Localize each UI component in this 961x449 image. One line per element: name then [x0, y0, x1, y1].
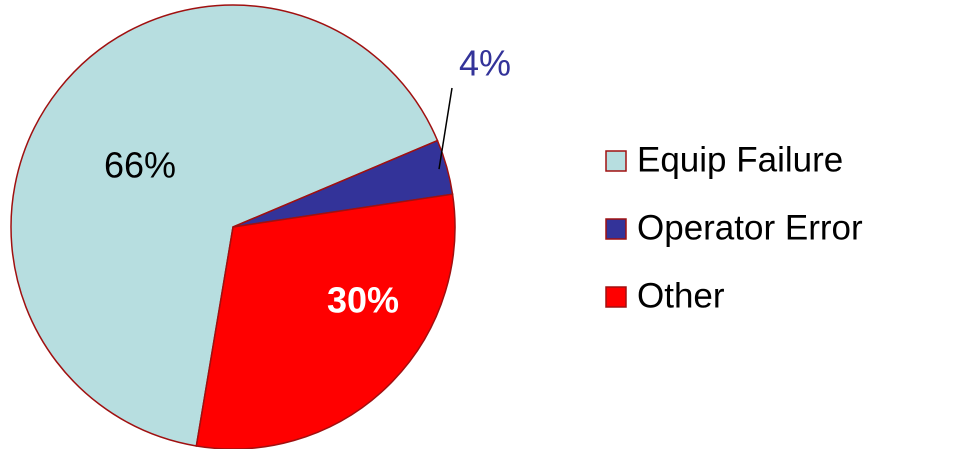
legend-swatch: [605, 150, 627, 172]
legend-label: Equip Failure: [637, 140, 843, 179]
legend-swatch: [605, 286, 627, 308]
legend-label: Other: [637, 276, 725, 315]
leader-line: [438, 87, 453, 170]
pie-slice: [10, 4, 439, 447]
legend-label: Operator Error: [637, 208, 863, 247]
value-label: 30%: [327, 280, 399, 321]
pie-slice: [195, 193, 456, 449]
legend-swatch: [605, 218, 627, 240]
value-label: 66%: [104, 145, 176, 186]
value-label: 4%: [459, 43, 511, 84]
